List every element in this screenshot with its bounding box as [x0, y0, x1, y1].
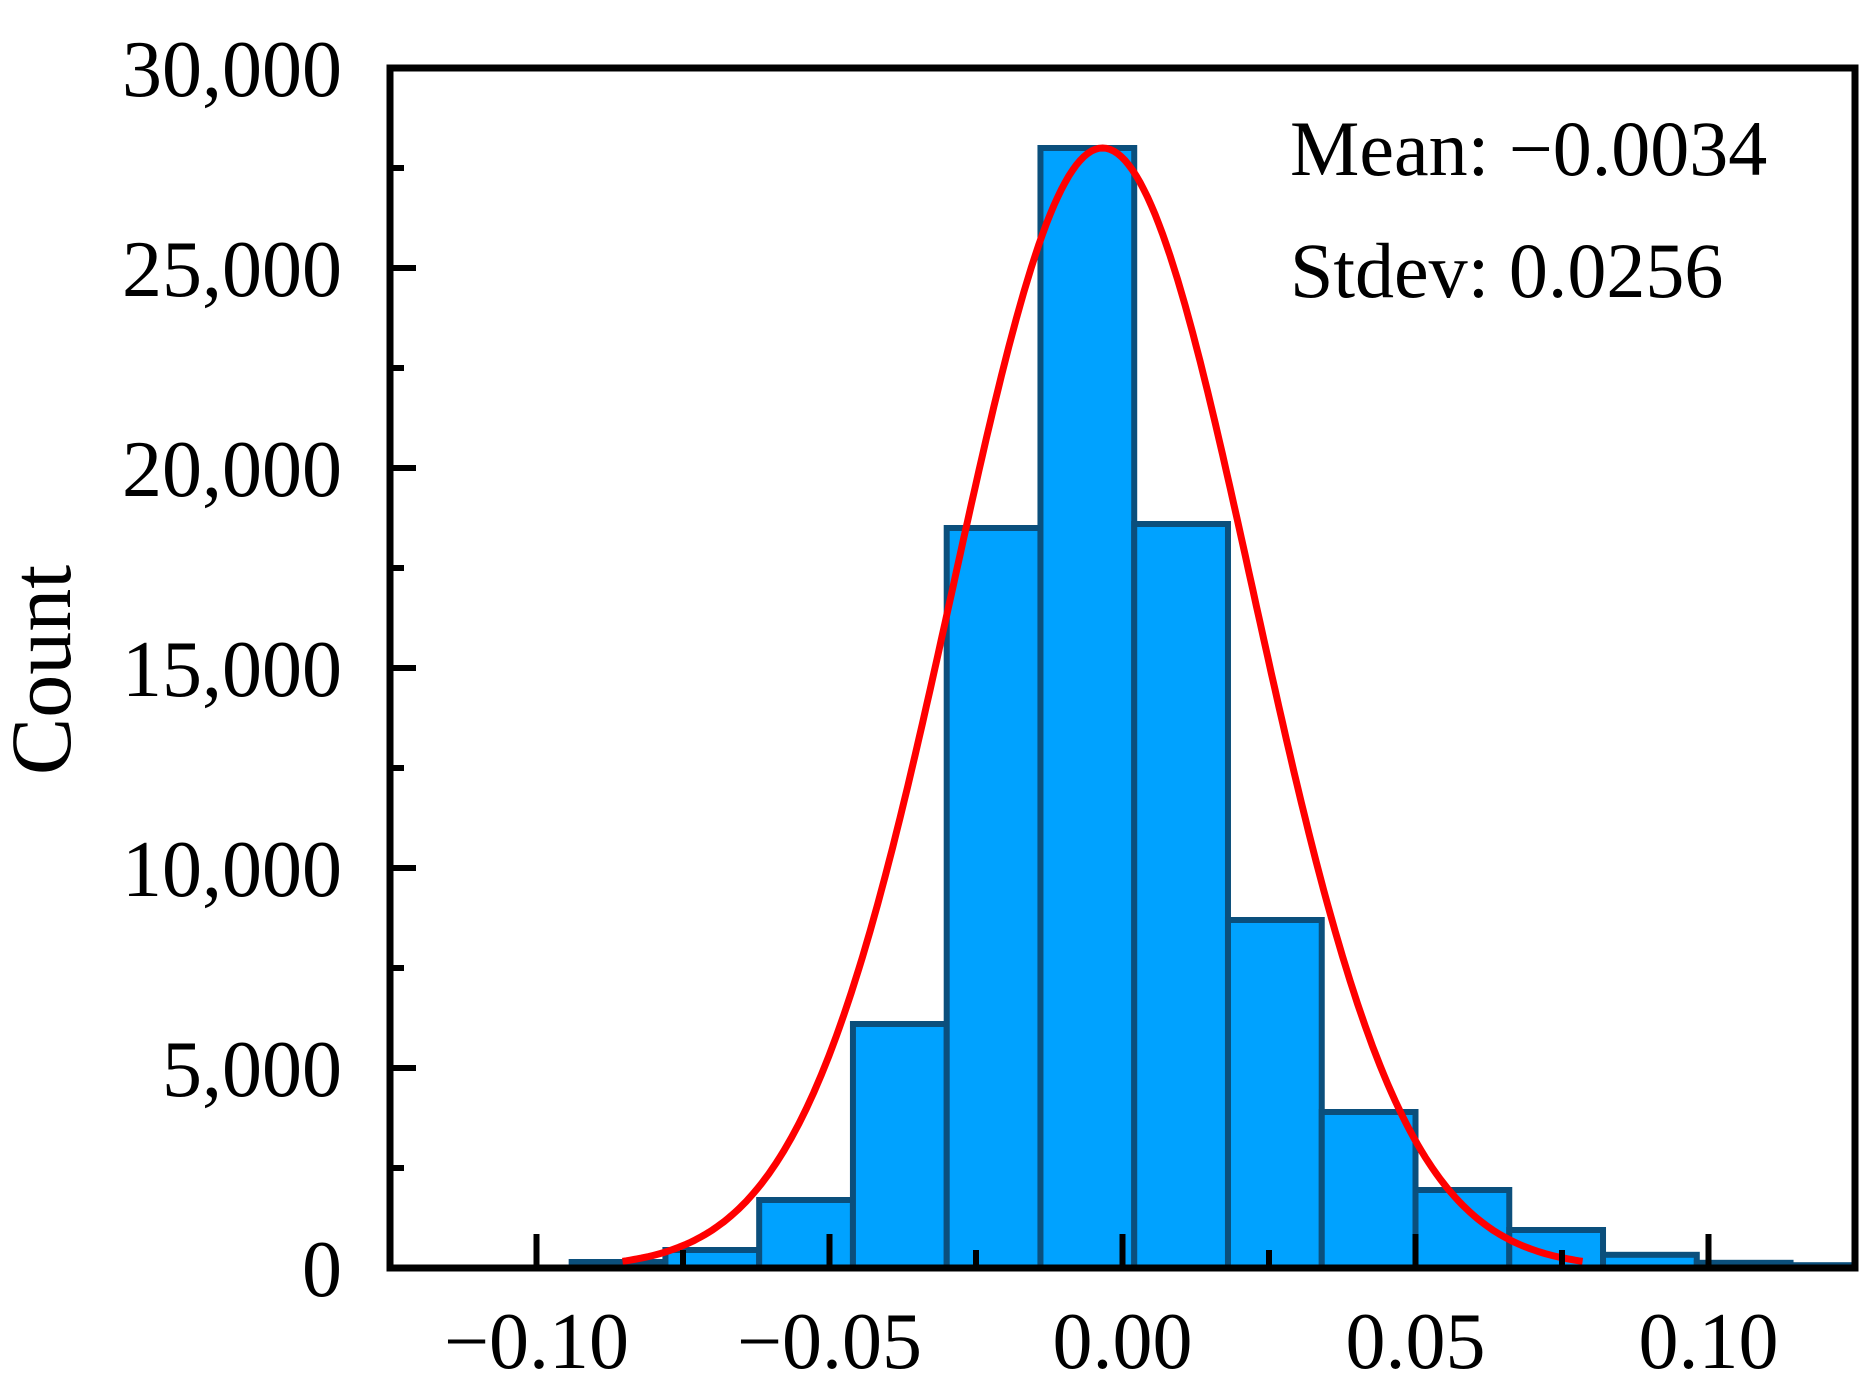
histogram-bars: [568, 145, 1859, 1272]
normal-fit-curve: [622, 144, 1584, 1265]
y-tick-label: 5,000: [162, 1026, 342, 1114]
histogram-bar: [1131, 521, 1231, 1271]
mean-annotation: Mean: −0.0034: [1290, 105, 1767, 192]
x-tick-label: 0.00: [1053, 1298, 1193, 1386]
y-tick-label: 25,000: [122, 226, 342, 314]
histogram-bar: [849, 1021, 950, 1271]
y-tick-label: 30,000: [122, 26, 342, 114]
x-axis-ticks: −0.10 −0.05 0.00 0.05 0.10: [444, 1234, 1779, 1386]
y-tick-label: 15,000: [122, 626, 342, 714]
x-tick-label: 0.10: [1639, 1298, 1779, 1386]
x-tick-label: 0.05: [1346, 1298, 1486, 1386]
stdev-annotation: Stdev: 0.0256: [1290, 227, 1723, 314]
histogram-bar: [1037, 145, 1138, 1271]
histogram-bar: [756, 1197, 856, 1271]
y-axis-label: Count: [0, 565, 89, 775]
x-tick-label: −0.05: [737, 1298, 922, 1386]
histogram-bar: [1224, 917, 1325, 1271]
y-axis-ticks: 0 5,000 10,000 15,000 20,000 25,000 30,000: [122, 26, 416, 1314]
y-tick-label: 20,000: [122, 426, 342, 514]
x-tick-label: −0.10: [444, 1298, 629, 1386]
histogram-bar: [943, 525, 1044, 1271]
y-tick-label: 0: [302, 1226, 342, 1314]
histogram-bar: [1318, 1109, 1419, 1271]
y-tick-label: 10,000: [122, 826, 342, 914]
